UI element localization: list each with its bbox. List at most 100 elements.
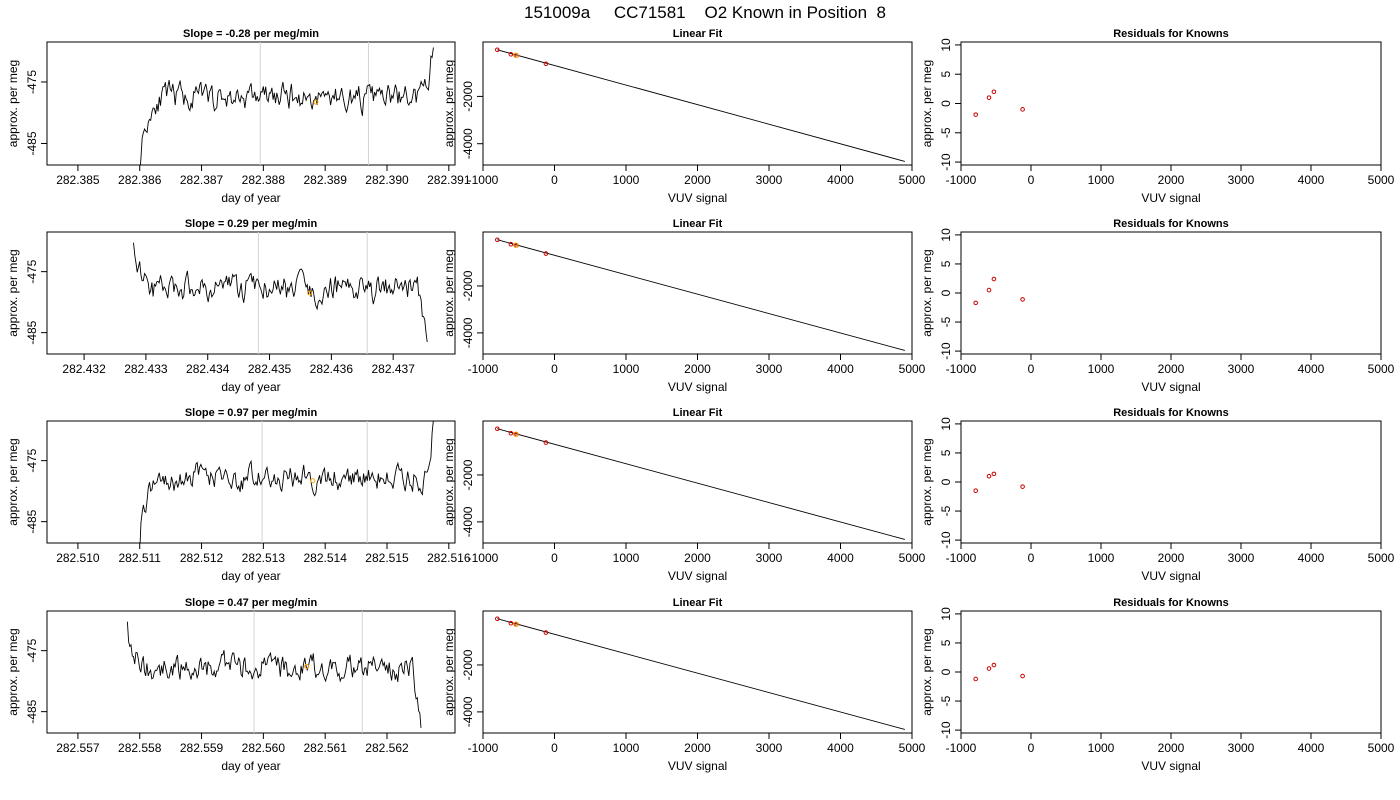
plot-frame — [960, 41, 1382, 166]
x-tick-label: 2000 — [684, 173, 711, 187]
x-tick-label: 2000 — [1158, 741, 1185, 755]
x-axis-label: VUV signal — [1141, 569, 1200, 583]
plot-area — [495, 47, 905, 162]
y-tick-label: -4000 — [461, 696, 475, 727]
highlight-point — [513, 621, 519, 627]
x-tick-label: 282.388 — [242, 173, 286, 187]
y-axis-label: approx. per meg — [920, 628, 934, 715]
x-tick-label: 3000 — [1228, 741, 1255, 755]
x-tick-label: 0 — [551, 362, 558, 376]
plot-area — [133, 232, 428, 354]
x-axis-label: VUV signal — [1141, 380, 1200, 394]
known-point — [543, 61, 549, 67]
highlight-point — [310, 478, 316, 484]
y-tick-label: -485 — [25, 131, 39, 155]
x-tick-label: 5000 — [1368, 173, 1395, 187]
x-tick-label: 5000 — [899, 362, 926, 376]
y-tick-label: 5 — [939, 71, 953, 78]
panel-title: Slope = 0.29 per meg/min — [185, 218, 318, 230]
x-tick-label: 282.559 — [180, 741, 224, 755]
x-tick-label: 0 — [551, 173, 558, 187]
highlight-point — [304, 664, 310, 670]
x-tick-label: 4000 — [1298, 741, 1325, 755]
x-tick-label: 2000 — [684, 741, 711, 755]
x-tick-label: 3000 — [1228, 551, 1255, 565]
panel-title: Residuals for Knowns — [1113, 28, 1229, 40]
x-tick-label: 282.514 — [303, 551, 347, 565]
plot-area — [973, 276, 1025, 306]
residuals-panel-1: Residuals for Knowns VUV signal approx. pe… — [920, 28, 1395, 205]
x-axis-label: day of year — [221, 380, 280, 394]
x-tick-label: 2000 — [1158, 551, 1185, 565]
residual-point — [986, 473, 992, 479]
y-tick-label: -10 — [939, 342, 953, 360]
x-tick-label: 4000 — [1298, 173, 1325, 187]
plot-area — [140, 42, 434, 165]
x-tick-label: 4000 — [827, 173, 854, 187]
known-point — [508, 241, 514, 247]
plot-frame — [46, 610, 456, 734]
residual-point — [1020, 673, 1025, 679]
highlight-point — [513, 52, 519, 59]
plot-frame — [482, 610, 913, 734]
residuals-panel-2: Residuals for Knowns VUV signal approx. pe… — [920, 218, 1395, 394]
y-tick-label: 0 — [939, 289, 953, 296]
x-tick-label: 4000 — [827, 362, 854, 376]
x-tick-label: 282.385 — [56, 173, 100, 187]
known-point — [495, 47, 500, 53]
known-point — [543, 251, 549, 256]
known-point — [495, 616, 500, 622]
y-axis-label: approx. per meg — [6, 60, 20, 147]
plot-frame — [46, 231, 456, 355]
y-tick-label: -5 — [939, 127, 953, 138]
panel-grid: Slope = -0.28 per meg/min day of year appr… — [6, 28, 1395, 773]
plot-area — [973, 662, 1025, 682]
y-tick-label: -2000 — [461, 81, 475, 112]
x-tick-label: 282.386 — [118, 173, 162, 187]
highlight-point — [513, 242, 519, 248]
x-tick-label: 5000 — [899, 741, 926, 755]
x-tick-label: 282.435 — [248, 362, 292, 376]
fit-line — [497, 428, 905, 540]
x-tick-label: 2000 — [684, 551, 711, 565]
x-tick-label: 4000 — [1298, 551, 1325, 565]
known-point — [543, 630, 549, 635]
x-tick-label: 5000 — [899, 551, 926, 565]
x-tick-label: 3000 — [756, 741, 783, 755]
residuals-panel-3: Residuals for Knowns VUV signal approx. pe… — [920, 407, 1395, 583]
x-tick-label: 3000 — [756, 551, 783, 565]
x-tick-label: -1000 — [468, 362, 499, 376]
x-axis-label: day of year — [221, 569, 280, 583]
x-tick-label: -1000 — [468, 173, 499, 187]
plot-area — [973, 471, 1025, 494]
x-tick-label: 1000 — [613, 173, 640, 187]
y-tick-label: 10 — [939, 607, 953, 621]
plot-area — [126, 611, 422, 733]
panel-title: Linear Fit — [673, 218, 723, 230]
x-tick-label: 282.516 — [427, 551, 471, 565]
plot-area — [495, 426, 905, 540]
y-tick-label: 5 — [939, 639, 953, 646]
y-axis-label: approx. per meg — [6, 438, 20, 525]
x-tick-label: 282.513 — [242, 551, 286, 565]
y-tick-label: -4000 — [461, 317, 475, 348]
residual-point — [973, 488, 979, 494]
y-axis-label: approx. per meg — [6, 628, 20, 715]
x-tick-label: 4000 — [1298, 362, 1325, 376]
y-tick-label: -5 — [939, 505, 953, 516]
x-tick-label: 1000 — [613, 362, 640, 376]
x-tick-label: 3000 — [756, 362, 783, 376]
time-series-panel-3: Slope = 0.97 per meg/min day of year appro… — [6, 407, 471, 583]
panel-title: Residuals for Knowns — [1113, 218, 1229, 230]
residual-point — [986, 95, 992, 100]
x-axis-label: VUV signal — [668, 759, 727, 773]
x-tick-label: -1000 — [946, 551, 977, 565]
y-axis-label: approx. per meg — [920, 438, 934, 525]
y-tick-label: -2000 — [461, 270, 475, 301]
plot-frame — [482, 420, 913, 544]
y-tick-label: -4000 — [461, 506, 475, 537]
x-tick-label: 3000 — [1228, 173, 1255, 187]
residual-point — [973, 676, 979, 682]
panel-title: Slope = 0.47 per meg/min — [185, 597, 318, 609]
plot-frame — [46, 41, 456, 166]
